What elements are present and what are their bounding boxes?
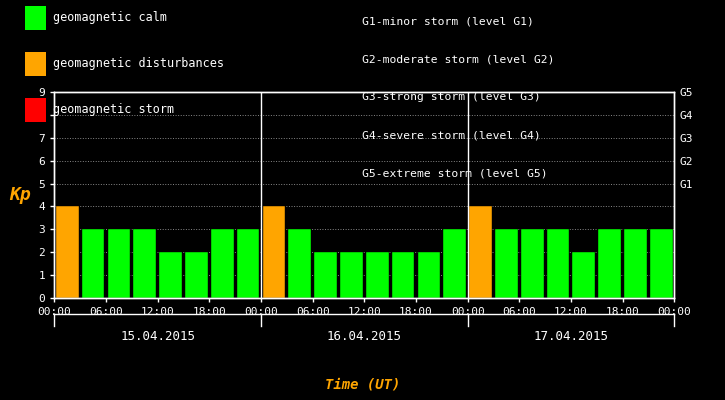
Bar: [262, 206, 285, 298]
Bar: [495, 229, 518, 298]
Bar: [237, 229, 260, 298]
Bar: [133, 229, 156, 298]
Text: Time (UT): Time (UT): [325, 378, 400, 392]
Bar: [469, 206, 492, 298]
Text: geomagnetic storm: geomagnetic storm: [53, 103, 174, 116]
Text: G2-moderate storm (level G2): G2-moderate storm (level G2): [362, 54, 555, 64]
Bar: [418, 252, 440, 298]
Bar: [444, 229, 466, 298]
Text: G4-severe storm (level G4): G4-severe storm (level G4): [362, 130, 542, 140]
Text: G5-extreme storm (level G5): G5-extreme storm (level G5): [362, 168, 548, 178]
Bar: [392, 252, 415, 298]
Bar: [366, 252, 389, 298]
Bar: [598, 229, 621, 298]
Bar: [340, 252, 362, 298]
Bar: [547, 229, 569, 298]
Text: G3-strong storm (level G3): G3-strong storm (level G3): [362, 92, 542, 102]
Bar: [289, 229, 311, 298]
Bar: [573, 252, 595, 298]
Bar: [82, 229, 104, 298]
Bar: [160, 252, 182, 298]
Text: geomagnetic disturbances: geomagnetic disturbances: [53, 57, 224, 70]
Bar: [211, 229, 233, 298]
Text: 16.04.2015: 16.04.2015: [327, 330, 402, 343]
Bar: [185, 252, 208, 298]
Text: geomagnetic calm: geomagnetic calm: [53, 11, 167, 24]
Bar: [521, 229, 544, 298]
Bar: [676, 229, 698, 298]
Text: G1-minor storm (level G1): G1-minor storm (level G1): [362, 16, 534, 26]
Bar: [314, 252, 337, 298]
Bar: [650, 229, 673, 298]
Text: 17.04.2015: 17.04.2015: [534, 330, 608, 343]
Bar: [107, 229, 130, 298]
Bar: [56, 206, 78, 298]
Bar: [624, 229, 647, 298]
Text: 15.04.2015: 15.04.2015: [120, 330, 195, 343]
Text: Kp: Kp: [9, 186, 31, 204]
